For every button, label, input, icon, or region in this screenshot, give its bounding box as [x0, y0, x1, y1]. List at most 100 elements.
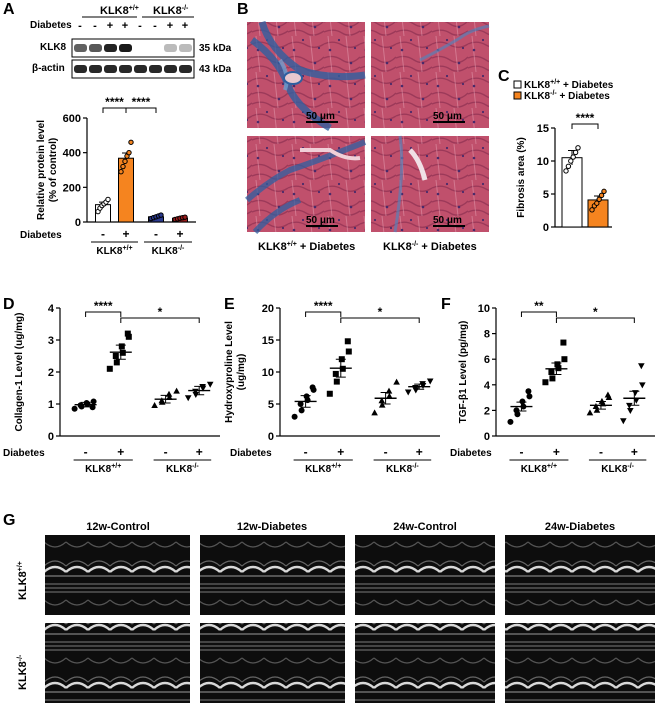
echo-column-title: 12w-Diabetes: [237, 521, 307, 533]
y-axis-label: Hydroxyproline Level: [224, 321, 235, 423]
bar: [561, 157, 583, 228]
data-point: [565, 163, 572, 169]
data-point: [570, 154, 576, 160]
significance-label: ****: [94, 299, 113, 313]
x-mark: +: [117, 445, 124, 459]
blot-diabetes-marks: - - + + - - + +: [78, 20, 188, 32]
data-point: [158, 397, 166, 404]
data-point: [589, 207, 595, 213]
group-label: KLK8+/+: [85, 463, 121, 475]
x-mark: +: [416, 445, 423, 459]
data-point: [561, 356, 568, 363]
y-tick-label: 2: [48, 367, 54, 379]
data-point: [513, 407, 520, 414]
data-point: [626, 402, 633, 409]
x-mark: -: [519, 445, 523, 459]
y-tick-label: 0: [75, 217, 81, 229]
x-mark: -: [84, 445, 88, 459]
data-point: [563, 168, 569, 174]
blot-genotype-wt: KLK8+/+: [100, 5, 139, 17]
blot-band: [104, 44, 117, 52]
y-tick-label: 0: [48, 431, 54, 443]
group-label: KLK8+/+: [521, 463, 557, 475]
data-point: [113, 359, 120, 366]
error-bar: [516, 401, 527, 412]
blot-band: [74, 65, 87, 73]
data-point: [165, 390, 173, 397]
data-point: [386, 392, 393, 399]
data-point: [549, 375, 556, 382]
x-mark: -: [304, 445, 308, 459]
blot-row1-size: 35 kDa: [199, 43, 232, 54]
y-axis-label-2: (% of control): [48, 138, 59, 202]
data-point: [598, 397, 606, 404]
y-tick-label: 400: [63, 148, 81, 160]
data-point: [378, 401, 386, 408]
data-point: [112, 353, 119, 359]
data-point: [572, 149, 579, 156]
legend-entry: KLK8+/+ + Diabetes: [524, 79, 614, 91]
data-point: [596, 196, 602, 202]
x-mark: -: [101, 227, 105, 241]
y-tick-label: 5: [268, 399, 274, 411]
data-point: [554, 361, 561, 368]
data-point: [560, 339, 567, 346]
data-point: [593, 406, 601, 413]
x-mark: +: [337, 445, 344, 459]
blot-mark: -: [93, 20, 97, 32]
blot-diabetes-label: Diabetes: [30, 20, 72, 31]
data-point: [598, 192, 605, 199]
y-axis-label: Fibrosis area (%): [516, 137, 527, 218]
data-point: [128, 139, 134, 145]
x-mark: +: [176, 227, 183, 241]
blot-mark: +: [107, 20, 113, 32]
x-diabetes-label: Diabetes: [230, 448, 272, 459]
panel-label-b: B: [237, 1, 249, 18]
histology-ko-top: [371, 22, 489, 128]
error-bar: [300, 395, 311, 408]
blot-row2-size: 43 kDa: [199, 64, 232, 75]
echo-ko-12w-diabetes: [200, 623, 345, 703]
legend-entry: KLK8-/- + Diabetes: [524, 90, 610, 102]
x-diabetes-label: Diabetes: [450, 448, 492, 459]
y-tick-label: 3: [48, 335, 54, 347]
y-tick-label: 4: [48, 303, 55, 315]
echo-row-wt: KLK8+/+: [17, 561, 29, 600]
y-tick-label: 15: [262, 335, 274, 347]
y-tick-label: 600: [63, 113, 81, 125]
blot-band: [134, 65, 147, 73]
significance-bracket: [305, 311, 342, 317]
echo-column-title: 12w-Control: [86, 521, 150, 533]
data-point: [298, 407, 305, 414]
blot-band: [164, 44, 177, 52]
scale-bar-label: 50 μm: [433, 111, 462, 122]
x-mark: -: [384, 445, 388, 459]
x-mark: -: [164, 445, 168, 459]
blot-mark: -: [78, 20, 82, 32]
data-point: [206, 381, 214, 388]
y-tick-label: 0: [268, 431, 274, 443]
blot-mark: +: [182, 20, 188, 32]
blot-band: [179, 44, 192, 52]
data-point: [404, 389, 412, 396]
data-point: [184, 395, 192, 402]
histology-panel: 50 μm 50 μm 50 μm 50 μm: [245, 20, 490, 235]
blot-band: [104, 65, 117, 73]
group-label: KLK8+/+: [305, 463, 341, 475]
echo-ko-24w-control: [355, 623, 495, 703]
legend-swatch: [513, 91, 522, 100]
data-point: [199, 384, 206, 390]
error-bar: [80, 401, 91, 408]
error-bar: [335, 358, 346, 378]
data-point: [426, 378, 434, 385]
data-point: [393, 378, 400, 385]
data-point: [594, 200, 600, 206]
data-point: [332, 370, 339, 377]
error-bar: [380, 391, 391, 405]
data-point: [303, 393, 310, 400]
significance-bracket: [85, 311, 122, 317]
